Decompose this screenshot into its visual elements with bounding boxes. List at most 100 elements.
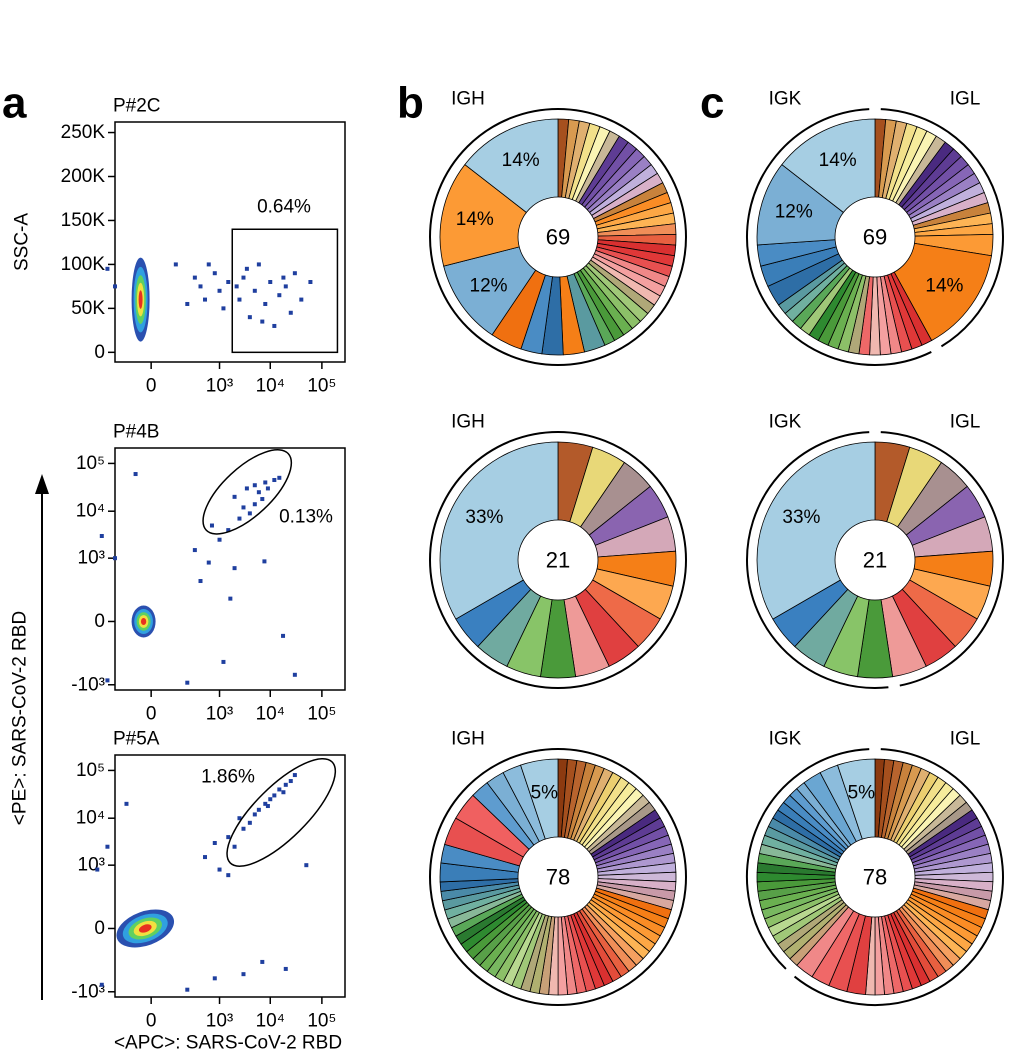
event-dot (247, 315, 252, 320)
plot-title: P#2C (113, 96, 161, 117)
event-dot (217, 867, 222, 872)
gate (226, 757, 337, 867)
event-dot (237, 297, 242, 302)
slice-label: 14% (925, 276, 963, 297)
pie-hole (834, 519, 916, 601)
event-dot (192, 548, 197, 553)
x-tick-label: 10³ (206, 704, 233, 725)
event-dot (265, 486, 270, 491)
chain-arc (880, 108, 1004, 348)
event-dot (234, 284, 239, 289)
x-tick-label: 10³ (206, 1011, 233, 1032)
event-dot (299, 297, 304, 302)
event-dot (185, 680, 190, 685)
event-dot (212, 271, 217, 276)
event-dot (292, 773, 297, 778)
event-dot (252, 812, 257, 817)
event-dot (272, 478, 277, 483)
event-dot (292, 271, 297, 276)
density-core (140, 617, 147, 625)
event-dot (221, 659, 226, 664)
pie-hole (834, 196, 916, 278)
center-label: 78 (546, 865, 570, 890)
density-core (138, 290, 143, 309)
event-dot (260, 319, 265, 324)
chain-arc (746, 748, 870, 970)
y-tick-label: 250K (61, 122, 106, 143)
x-tick-label: 0 (146, 704, 157, 725)
chain-arc (429, 108, 687, 366)
x-axis-label: <APC>: SARS-CoV-2 RBD (114, 1033, 342, 1054)
gate-label: 0.64% (257, 197, 311, 218)
event-dot (228, 596, 233, 601)
event-dot (212, 840, 217, 845)
event-dot (99, 533, 104, 538)
x-tick-label: 10⁴ (256, 1011, 285, 1032)
event-dot (105, 678, 110, 683)
event-dot (99, 982, 104, 987)
event-dot (252, 288, 257, 293)
chain-label: IGH (451, 89, 485, 110)
event-dot (105, 266, 110, 271)
event-dot (241, 505, 246, 510)
y-tick-label: 10⁴ (76, 501, 105, 522)
event-dot (252, 502, 257, 507)
slice-label: 14% (819, 150, 857, 171)
event-dot (105, 844, 110, 849)
center-label: 69 (546, 225, 570, 250)
event-dot (209, 523, 214, 528)
event-dot (212, 976, 217, 981)
event-dot (263, 301, 268, 306)
plot-frame (114, 121, 346, 363)
x-tick-label: 10⁵ (307, 704, 336, 725)
y-tick-label: 50K (71, 298, 105, 319)
slice-label: 33% (782, 507, 820, 528)
y-tick-label: 10⁵ (76, 453, 105, 474)
chain-label: IGL (950, 89, 981, 110)
event-dot (217, 537, 222, 542)
slice-label: 33% (465, 507, 503, 528)
y-tick-label: 100K (61, 254, 106, 275)
event-dot (113, 556, 117, 561)
event-dot (277, 293, 282, 298)
y-tick-label: 10⁴ (76, 808, 105, 829)
y-tick-label: 0 (94, 342, 105, 363)
event-dot (198, 284, 203, 289)
chain-arc (880, 431, 1004, 687)
event-dot (247, 511, 252, 516)
pie-hole (517, 519, 599, 601)
event-dot (283, 284, 288, 289)
event-dot (283, 966, 288, 971)
event-dot (232, 494, 237, 499)
event-dot (262, 559, 267, 564)
event-dot (133, 472, 138, 477)
event-dot (260, 497, 265, 502)
gate-label: 0.13% (279, 507, 333, 528)
event-dot (277, 475, 282, 480)
chain-arc (793, 748, 1004, 1006)
gate (202, 449, 293, 535)
pie-hole (834, 836, 916, 918)
slice-label: 14% (502, 150, 540, 171)
event-dot (203, 297, 208, 302)
event-dot (206, 262, 211, 267)
center-label: 21 (546, 548, 570, 573)
chain-arc (429, 431, 687, 689)
event-dot (198, 579, 203, 584)
event-dot (95, 867, 100, 872)
event-dot (247, 820, 252, 825)
event-dot (206, 560, 211, 565)
y-tick-label: 10⁵ (76, 760, 105, 781)
event-dot (268, 797, 273, 802)
chain-arc (745, 431, 889, 689)
event-dot (244, 266, 249, 271)
chain-label: IGH (451, 412, 485, 433)
center-label: 78 (863, 865, 887, 890)
plot-title: P#5A (113, 729, 160, 750)
event-dot (256, 807, 261, 812)
event-dot (237, 816, 242, 821)
event-dot (277, 787, 282, 792)
event-dot (263, 801, 268, 806)
panel-label: b (397, 79, 424, 128)
